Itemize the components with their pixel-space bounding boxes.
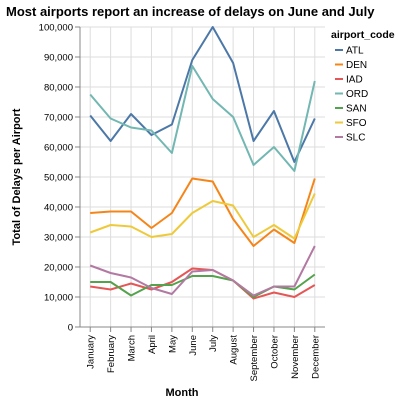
- y-tick-label: 50,000: [44, 173, 73, 184]
- y-tick-label: 0: [68, 323, 73, 334]
- y-tick-label: 80,000: [44, 83, 73, 94]
- y-tick-label: 20,000: [44, 263, 73, 274]
- x-tick-label: December: [310, 335, 321, 379]
- series-line-atl: [89, 26, 316, 163]
- axes: [75, 26, 325, 332]
- x-tick-label: March: [127, 335, 138, 361]
- legend-label-slc: SLC: [346, 133, 365, 144]
- legend-label-den: DEN: [346, 60, 367, 71]
- y-tick-label: 90,000: [44, 53, 73, 64]
- series-line-den: [90, 177, 316, 247]
- x-tick-label: November: [290, 335, 301, 379]
- y-tick-label: 40,000: [44, 203, 73, 214]
- x-tick-label: February: [106, 335, 117, 373]
- x-tick-label: July: [208, 335, 219, 352]
- legend-title: airport_code: [331, 29, 395, 41]
- x-tick-label: September: [249, 335, 260, 381]
- series-lines: [89, 26, 316, 300]
- series-line-sfo: [89, 193, 316, 240]
- y-tick-label: 70,000: [44, 113, 73, 124]
- legend-label-sfo: SFO: [346, 118, 367, 129]
- x-tick-label: October: [269, 335, 280, 369]
- y-axis-title: Total of Delays per Airport: [11, 108, 23, 245]
- y-tick-label: 60,000: [44, 143, 73, 154]
- y-tick-label: 100,000: [39, 23, 73, 34]
- series-line-ord: [89, 65, 316, 172]
- x-tick-label: May: [167, 335, 178, 353]
- x-tick-label: April: [147, 335, 158, 354]
- chart-title: Most airports report an increase of dela…: [6, 4, 375, 19]
- tick-labels: 0 10,000 20,000 30,000 40,000 50,000 60,000 70,…: [39, 23, 322, 382]
- legend-label-atl: ATL: [346, 46, 364, 57]
- series-line-slc: [89, 245, 316, 297]
- y-tick-label: 10,000: [44, 293, 73, 304]
- legend-label-iad: IAD: [346, 75, 363, 86]
- legend-label-ord: ORD: [346, 89, 368, 100]
- x-tick-label: August: [229, 335, 240, 365]
- y-tick-label: 30,000: [44, 233, 73, 244]
- x-axis-title: Month: [166, 387, 199, 399]
- x-tick-label: January: [86, 335, 97, 369]
- legend: airport_code ATL DEN IAD ORD SAN SFO SLC: [331, 29, 395, 144]
- legend-label-san: SAN: [346, 104, 367, 115]
- grid: [80, 26, 325, 328]
- series-line-iad: [90, 267, 316, 300]
- x-tick-label: June: [188, 335, 199, 356]
